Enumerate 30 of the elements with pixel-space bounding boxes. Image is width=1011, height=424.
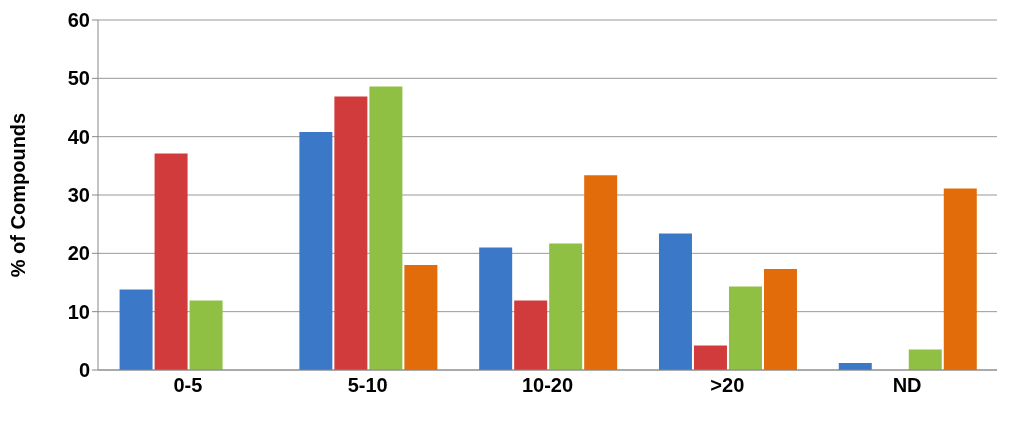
x-tick-label: 5-10	[347, 374, 388, 397]
bar	[189, 300, 223, 370]
bar	[549, 243, 583, 370]
y-tick-label: 0	[78, 359, 90, 382]
y-tick-label: 30	[67, 184, 90, 207]
y-tick-label: 10	[67, 300, 90, 323]
x-tick-label: 0-5	[173, 374, 203, 397]
bar	[119, 289, 153, 370]
bar	[728, 286, 762, 370]
y-tick-label: 40	[67, 125, 90, 148]
x-tick-label: ND	[892, 374, 922, 397]
y-tick-label: 60	[67, 9, 90, 32]
x-tick-label: 10-20	[521, 374, 574, 397]
bar	[369, 86, 403, 370]
bar	[658, 233, 692, 370]
bar	[763, 269, 797, 370]
x-tick-label: >20	[710, 374, 745, 397]
bar	[154, 153, 188, 370]
bar	[479, 247, 513, 370]
y-tick-label: 20	[67, 242, 90, 265]
bar	[404, 265, 438, 370]
y-axis-title: % of Compounds	[7, 112, 30, 278]
bar	[943, 188, 977, 370]
bar	[334, 96, 368, 370]
bar	[908, 349, 942, 370]
bar	[299, 132, 333, 370]
bar	[693, 345, 727, 370]
y-tick-label: 50	[67, 67, 90, 90]
bar	[584, 175, 618, 370]
bar	[514, 300, 548, 370]
